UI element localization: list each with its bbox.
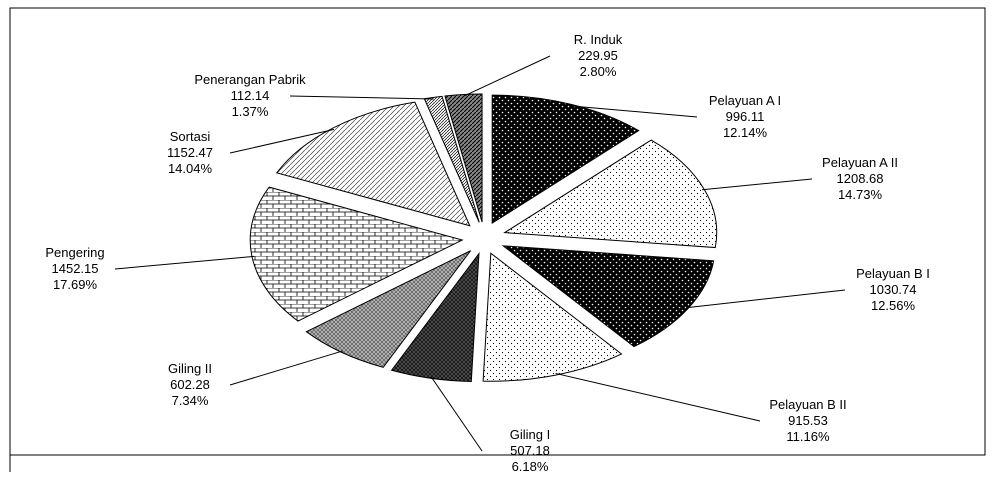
pie-slice xyxy=(482,252,623,382)
pie-slice xyxy=(444,93,483,223)
slice-percent: 1.37% xyxy=(232,104,269,119)
pie-slice xyxy=(275,101,471,227)
slice-label: Pelayuan B I xyxy=(856,266,930,281)
leader-line xyxy=(229,350,343,386)
slice-label: Pelayuan B II xyxy=(769,397,846,412)
leader-line xyxy=(686,289,846,309)
slice-label: Pelayuan A II xyxy=(822,155,898,170)
slice-value: 112.14 xyxy=(231,88,270,103)
pie-slice xyxy=(305,250,471,368)
leader-line xyxy=(555,372,761,422)
slice-label: Pengering xyxy=(45,245,104,260)
slice-percent: 14.73% xyxy=(838,187,883,202)
slice-label: Giling I xyxy=(510,427,550,442)
leader-line xyxy=(570,105,698,118)
slice-percent: 7.34% xyxy=(172,393,209,408)
leader-line xyxy=(702,178,813,191)
slice-percent: 2.80% xyxy=(580,64,617,79)
slice-value: 602.28 xyxy=(170,377,210,392)
slice-value: 996.11 xyxy=(726,109,765,124)
slice-label: Sortasi xyxy=(170,129,211,144)
slice-percent: 17.69% xyxy=(53,277,98,292)
slice-value: 1030.74 xyxy=(870,282,917,297)
slice-value: 507.18 xyxy=(510,443,550,458)
slice-label: R. Induk xyxy=(574,32,623,47)
slice-value: 915.53 xyxy=(788,413,828,428)
slice-percent: 14.04% xyxy=(168,161,213,176)
leader-line xyxy=(229,128,335,154)
pie-slice xyxy=(501,245,715,348)
slice-value: 1152.47 xyxy=(167,145,213,160)
slice-percent: 6.18% xyxy=(512,459,549,474)
slice-label: Giling II xyxy=(168,361,212,376)
slice-percent: 12.56% xyxy=(871,298,916,313)
slice-label: Pelayuan A I xyxy=(709,93,781,108)
slice-value: 1208.68 xyxy=(837,171,884,186)
slice-percent: 12.14% xyxy=(723,125,768,140)
slice-value: 229.95 xyxy=(578,48,618,63)
leader-line xyxy=(114,255,255,270)
leader-line xyxy=(289,95,434,100)
leader-line xyxy=(430,376,483,452)
leader-line xyxy=(463,55,551,97)
slice-label: Penerangan Pabrik xyxy=(194,72,306,87)
pie-slice xyxy=(390,251,480,383)
plot-frame xyxy=(9,7,986,472)
pie-slice xyxy=(491,94,640,225)
slice-percent: 11.16% xyxy=(786,429,830,444)
slice-value: 1452.15 xyxy=(52,261,99,276)
